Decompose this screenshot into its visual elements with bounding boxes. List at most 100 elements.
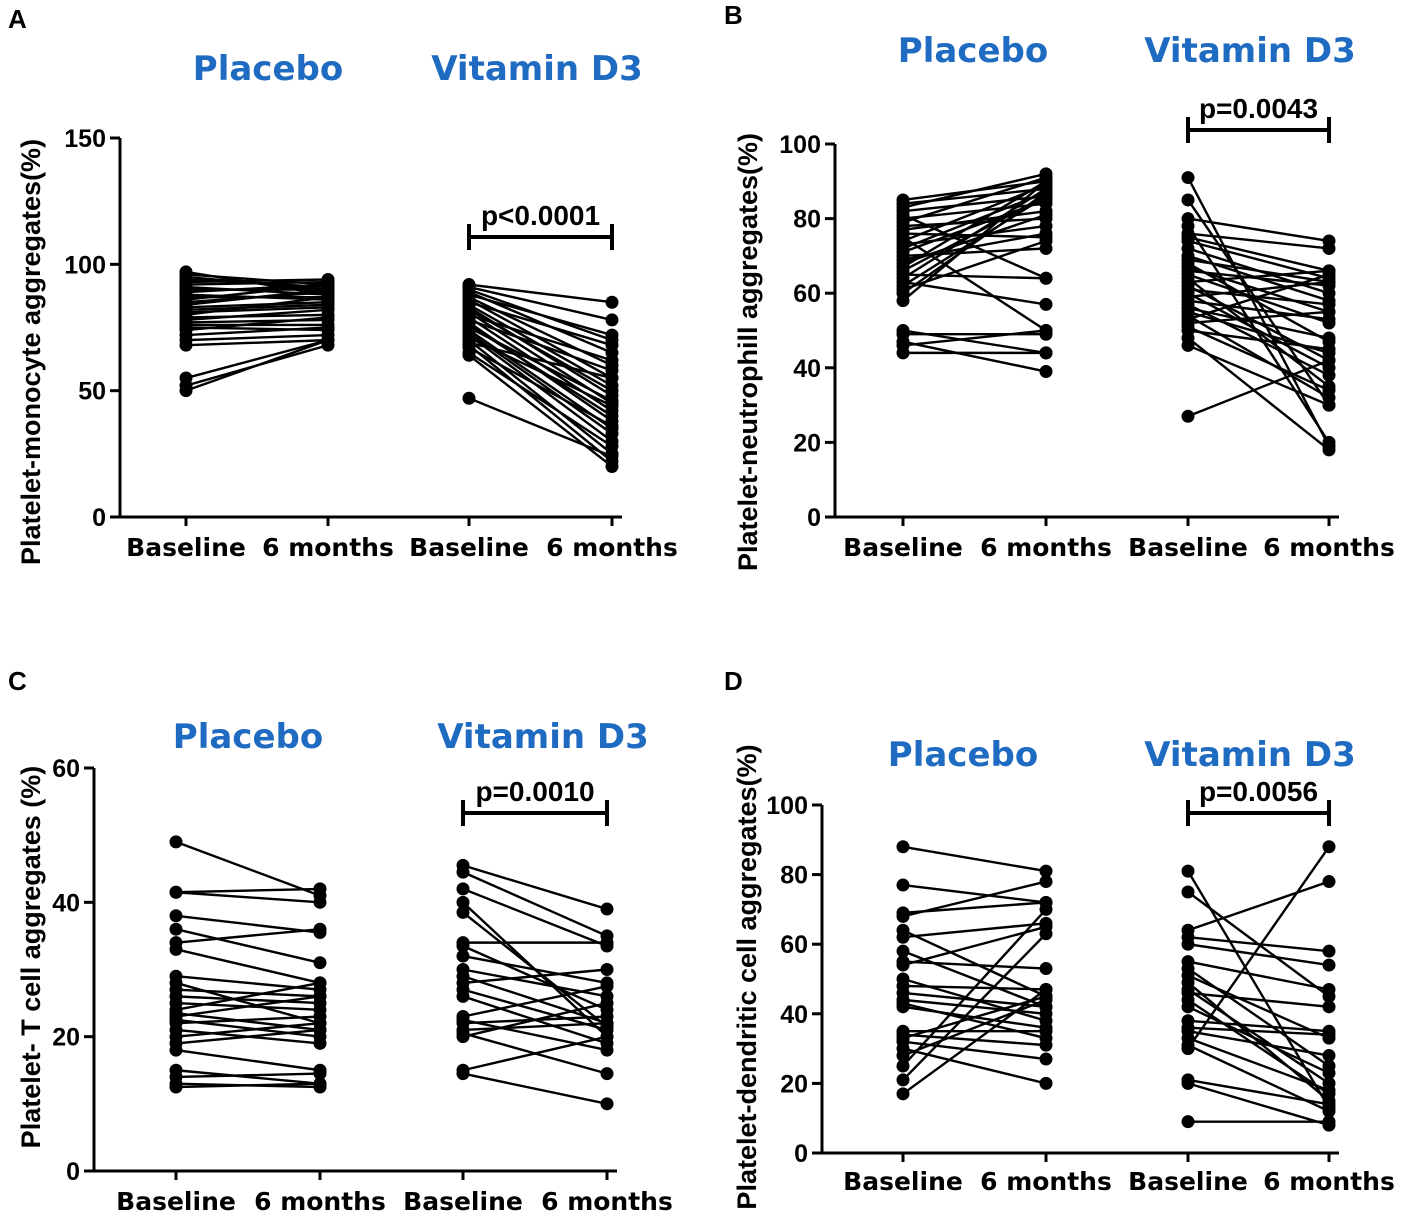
data-point-baseline bbox=[896, 958, 910, 972]
data-point-6-months bbox=[600, 1016, 614, 1030]
y-tick-label: 100 bbox=[766, 792, 808, 820]
paired-line bbox=[468, 346, 613, 428]
data-point-baseline bbox=[1181, 338, 1195, 352]
y-tick-label: 20 bbox=[52, 1024, 80, 1052]
data-point-baseline bbox=[456, 882, 470, 896]
paired-line bbox=[185, 303, 329, 312]
y-tick-label: 100 bbox=[779, 131, 821, 159]
paired-line bbox=[175, 1015, 321, 1025]
paired-line bbox=[462, 887, 608, 948]
paired-line bbox=[902, 932, 1047, 1081]
paired-line bbox=[1187, 359, 1330, 418]
paired-line bbox=[1187, 232, 1330, 250]
paired-line bbox=[468, 326, 613, 402]
series-placebo bbox=[896, 840, 1053, 1101]
panel-c: C Placebo Vitamin D3 0 20 40 60 Baseline 6 month… bbox=[8, 666, 673, 1216]
data-point-6-months bbox=[1322, 1115, 1336, 1129]
paired-line bbox=[175, 948, 321, 985]
data-point-6-months bbox=[1322, 1000, 1336, 1014]
paired-line bbox=[1187, 325, 1330, 392]
y-tick-label: 80 bbox=[793, 206, 821, 234]
data-point-baseline bbox=[169, 922, 183, 936]
paired-line bbox=[1187, 988, 1330, 1085]
data-point-6-months bbox=[1322, 241, 1336, 255]
data-point-6-months bbox=[321, 310, 335, 324]
paired-line bbox=[1187, 943, 1330, 967]
data-point-6-months bbox=[605, 295, 619, 309]
p-value-label: p=0.0056 bbox=[1199, 776, 1318, 807]
paired-line bbox=[902, 180, 1047, 269]
data-point-6-months bbox=[1322, 368, 1336, 382]
data-point-6-months bbox=[1322, 342, 1336, 356]
paired-line bbox=[1187, 1078, 1330, 1106]
paired-line bbox=[1187, 846, 1330, 1050]
group-title-vitamin-d3: Vitamin D3 bbox=[1144, 735, 1356, 775]
paired-line bbox=[1187, 1005, 1330, 1075]
data-point-6-months bbox=[313, 922, 327, 936]
paired-line bbox=[1187, 314, 1330, 399]
data-point-6-months bbox=[1322, 944, 1336, 958]
y-tick-label: 20 bbox=[780, 1070, 808, 1098]
paired-line bbox=[1187, 217, 1330, 243]
data-point-6-months bbox=[1322, 268, 1336, 282]
paired-line bbox=[1187, 936, 1330, 953]
paired-line bbox=[1187, 960, 1330, 991]
data-point-6-months bbox=[1322, 331, 1336, 345]
data-point-baseline bbox=[1181, 864, 1195, 878]
paired-line bbox=[468, 293, 613, 337]
paired-line bbox=[468, 344, 613, 463]
data-point-6-months bbox=[313, 1036, 327, 1050]
paired-line bbox=[902, 340, 1047, 373]
paired-line bbox=[902, 329, 1047, 347]
paired-line bbox=[902, 172, 1047, 209]
data-point-6-months bbox=[605, 313, 619, 327]
panel-letter: C bbox=[8, 666, 27, 696]
data-point-6-months bbox=[1322, 398, 1336, 412]
y-tick-label: 0 bbox=[807, 504, 821, 532]
series-vitamin-d3: p<0.0001 bbox=[462, 200, 619, 473]
data-point-6-months bbox=[1039, 297, 1053, 311]
paired-line bbox=[462, 1035, 608, 1072]
paired-line bbox=[902, 1040, 1047, 1061]
data-point-6-months bbox=[1322, 1083, 1336, 1097]
data-point-baseline bbox=[456, 1030, 470, 1044]
paired-line bbox=[1187, 236, 1330, 272]
y-tick-label: 100 bbox=[64, 251, 106, 279]
paired-line bbox=[1187, 344, 1330, 407]
paired-line bbox=[462, 954, 608, 985]
data-point-baseline bbox=[179, 338, 193, 352]
data-point-baseline bbox=[456, 949, 470, 963]
data-point-6-months bbox=[1039, 1076, 1053, 1090]
data-point-baseline bbox=[896, 1000, 910, 1014]
x-category-label: Baseline bbox=[843, 1167, 963, 1196]
paired-line bbox=[185, 288, 329, 306]
data-point-6-months bbox=[1039, 1052, 1053, 1066]
data-point-baseline bbox=[896, 346, 910, 360]
y-tick-label: 60 bbox=[793, 280, 821, 308]
paired-line bbox=[1187, 1030, 1330, 1057]
data-point-6-months bbox=[1322, 305, 1336, 319]
y-tick-label: 50 bbox=[78, 378, 106, 406]
series-placebo bbox=[896, 167, 1053, 379]
data-point-6-months bbox=[1039, 346, 1053, 360]
p-value-label: p<0.0001 bbox=[481, 200, 600, 231]
paired-line bbox=[1187, 1026, 1330, 1036]
data-point-baseline bbox=[456, 905, 470, 919]
paired-line bbox=[902, 922, 1047, 939]
paired-line bbox=[175, 887, 321, 894]
data-point-6-months bbox=[605, 353, 619, 367]
data-point-baseline bbox=[1181, 937, 1195, 951]
data-point-baseline bbox=[1181, 409, 1195, 423]
data-point-6-months bbox=[1322, 383, 1336, 397]
paired-line bbox=[462, 864, 608, 911]
data-point-baseline bbox=[896, 1073, 910, 1087]
data-point-baseline bbox=[896, 878, 910, 892]
x-category-label: 6 months bbox=[980, 1167, 1112, 1196]
y-axis-label: Platelet-dendritic cell aggregates(%) bbox=[732, 744, 762, 1209]
data-point-baseline bbox=[896, 294, 910, 308]
data-point-baseline bbox=[1181, 193, 1195, 207]
paired-line bbox=[1187, 310, 1330, 325]
paired-line bbox=[468, 339, 613, 455]
data-point-baseline bbox=[896, 1087, 910, 1101]
data-point-baseline bbox=[1181, 885, 1195, 899]
